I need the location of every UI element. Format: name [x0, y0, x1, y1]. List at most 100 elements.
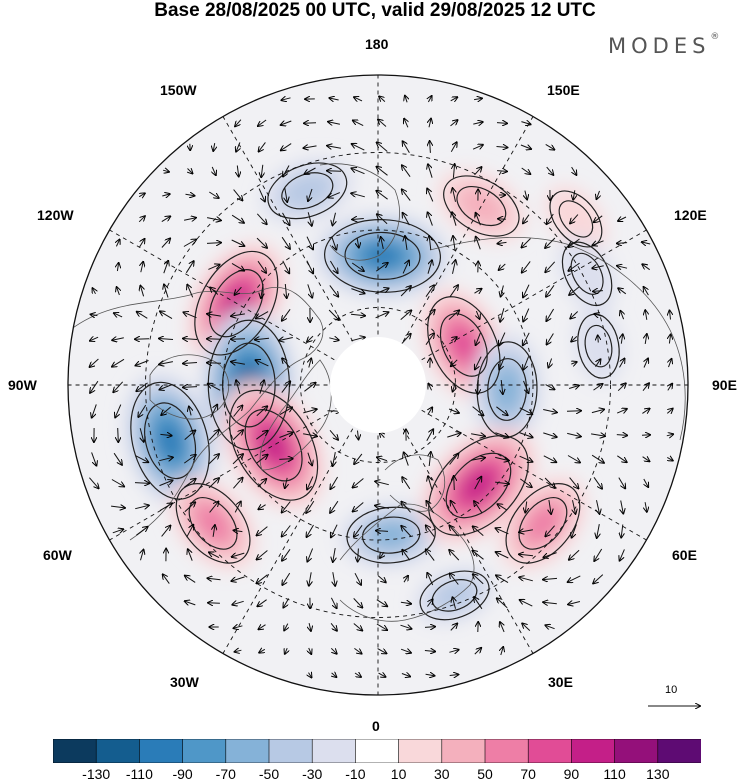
wind-vector — [520, 478, 531, 487]
wind-vector — [447, 433, 460, 438]
wind-vector — [377, 214, 388, 225]
wind-vector — [450, 574, 459, 585]
wind-vector — [257, 479, 266, 488]
wind-vector — [163, 261, 168, 274]
wind-vector — [112, 338, 124, 340]
wind-vector — [428, 384, 431, 391]
wind-vector — [428, 476, 433, 490]
wind-vector — [160, 434, 171, 435]
wind-vector — [543, 578, 558, 579]
wind-vector — [495, 482, 509, 484]
wind-vector — [306, 500, 315, 513]
wind-vector — [449, 675, 459, 676]
wind-vector — [547, 333, 554, 345]
wind-vector — [183, 339, 198, 340]
wind-vectors — [89, 96, 673, 678]
wind-vector — [670, 311, 671, 320]
wind-vector — [210, 405, 217, 418]
wind-vector — [449, 550, 460, 561]
wind-vector — [329, 429, 338, 439]
wind-vector — [569, 238, 580, 247]
wind-vector — [472, 145, 483, 150]
wind-vector — [330, 597, 336, 608]
wind-vector — [400, 334, 410, 345]
wind-vector — [160, 311, 173, 320]
wind-vector — [566, 411, 581, 412]
anomaly-high-greenland-south — [221, 380, 326, 510]
wind-vector — [304, 123, 317, 124]
wind-vector — [376, 623, 387, 630]
wind-vector — [428, 164, 433, 178]
wind-vector — [500, 622, 504, 633]
wind-vector — [496, 552, 509, 559]
wind-vector — [448, 310, 459, 320]
wind-vector — [476, 332, 481, 345]
wind-vector — [89, 477, 98, 489]
wind-vector — [282, 525, 291, 537]
wind-vector — [403, 141, 410, 153]
wind-vector — [163, 574, 170, 584]
wind-vector — [400, 602, 411, 604]
colorbar-swatch — [571, 739, 616, 763]
wind-vector — [621, 334, 622, 344]
wind-vector — [279, 433, 293, 438]
wind-vector — [597, 524, 600, 538]
wind-vector — [568, 575, 581, 582]
wind-vector — [281, 236, 290, 249]
wind-vector — [208, 384, 221, 391]
wind-vector — [474, 477, 482, 490]
wind-vector — [450, 97, 458, 101]
coastlines — [69, 163, 686, 622]
wind-vector — [495, 432, 508, 438]
wind-vector — [429, 452, 431, 467]
wind-vector — [449, 454, 459, 465]
wind-vector — [543, 410, 557, 413]
wind-vector — [402, 477, 411, 490]
wind-vector — [429, 119, 431, 128]
wind-vector — [501, 647, 503, 656]
wind-vector — [308, 188, 313, 201]
colorbar-tick-label: 90 — [563, 766, 580, 782]
wind-vector — [162, 170, 169, 172]
anomaly-high-atlantic — [169, 476, 257, 571]
lon-label-60e: 60E — [672, 547, 697, 563]
wind-vector — [375, 312, 389, 319]
wind-vector — [618, 217, 627, 221]
wind-vector — [618, 477, 625, 489]
brand-registered-mark: ® — [710, 32, 720, 42]
wind-vector — [617, 266, 628, 268]
wind-vector — [523, 332, 530, 345]
coast-greenland — [259, 359, 332, 471]
wind-vector — [428, 96, 431, 103]
wind-vector — [523, 356, 530, 370]
wind-vector — [208, 265, 219, 270]
wind-vector — [476, 310, 479, 319]
wind-vector — [90, 380, 99, 393]
wind-vector — [546, 166, 554, 175]
wind-vector — [642, 383, 649, 392]
wind-vector — [234, 502, 241, 513]
wind-vector — [117, 287, 120, 296]
wind-vector — [281, 143, 292, 151]
wind-vector — [376, 263, 387, 272]
wind-vector — [523, 308, 530, 322]
wind-vector — [375, 506, 389, 509]
wind-vector — [255, 338, 270, 339]
wind-vector — [381, 237, 384, 250]
wind-vector — [593, 574, 604, 584]
wind-vector — [568, 386, 579, 389]
wind-vector — [400, 625, 412, 629]
wind-vector — [620, 549, 625, 560]
wind-vector — [567, 433, 581, 436]
wind-vector — [161, 406, 172, 415]
wind-vector — [116, 240, 119, 247]
wind-vector — [474, 648, 481, 655]
wind-vector — [595, 359, 601, 367]
wind-vector — [376, 531, 389, 532]
wind-vector — [189, 407, 191, 416]
wind-vector — [256, 213, 266, 224]
wind-vector — [519, 432, 532, 438]
wind-vector — [519, 455, 533, 462]
wind-vector — [496, 406, 507, 415]
lon-label-90e: 90E — [712, 377, 737, 393]
